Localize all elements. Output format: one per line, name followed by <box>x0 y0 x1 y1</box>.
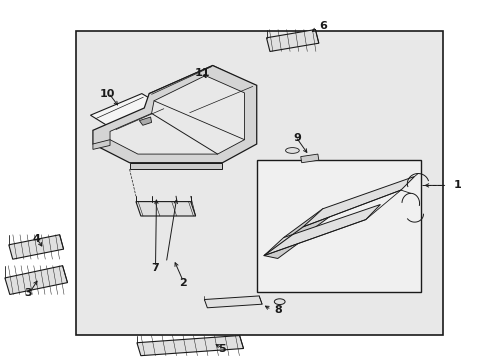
Polygon shape <box>264 204 380 256</box>
Text: 4: 4 <box>33 234 41 244</box>
Polygon shape <box>149 66 254 113</box>
Bar <box>256 160 420 292</box>
Polygon shape <box>303 176 414 227</box>
Text: 9: 9 <box>293 132 301 143</box>
Polygon shape <box>139 117 151 125</box>
Polygon shape <box>5 266 67 294</box>
Text: 1: 1 <box>452 180 460 190</box>
Polygon shape <box>137 336 243 356</box>
Ellipse shape <box>274 299 285 305</box>
Polygon shape <box>9 235 63 259</box>
Text: 6: 6 <box>318 21 326 31</box>
Text: 7: 7 <box>151 263 159 273</box>
Ellipse shape <box>285 148 299 153</box>
Polygon shape <box>264 227 316 258</box>
Text: 11: 11 <box>195 68 210 78</box>
Polygon shape <box>110 76 244 154</box>
Polygon shape <box>204 296 262 308</box>
Polygon shape <box>300 154 318 163</box>
Polygon shape <box>129 163 222 169</box>
Polygon shape <box>93 140 110 149</box>
Bar <box>76 31 442 335</box>
Text: 2: 2 <box>179 278 187 288</box>
Text: 3: 3 <box>24 288 32 298</box>
Text: 8: 8 <box>274 305 282 315</box>
Text: 5: 5 <box>218 344 226 354</box>
Polygon shape <box>136 202 195 216</box>
Polygon shape <box>266 30 318 51</box>
Text: 10: 10 <box>100 89 115 99</box>
Polygon shape <box>93 66 256 163</box>
Polygon shape <box>90 94 166 130</box>
Polygon shape <box>283 209 336 240</box>
